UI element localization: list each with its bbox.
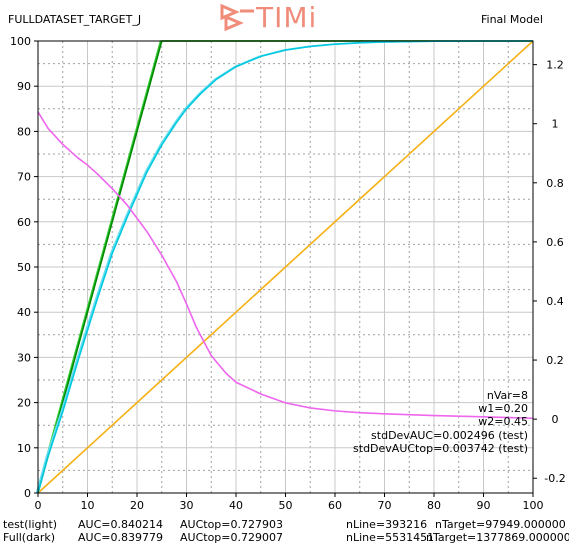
y-tick-label: 40 — [17, 306, 31, 319]
tick-labels: 0 10 20 30 40 50 60 70 80 90 100010203040506070809… — [10, 35, 566, 512]
logo-icon — [220, 3, 254, 32]
x-tick-label: 60 — [328, 499, 342, 512]
tick-marks — [34, 40, 537, 497]
footer-full-ntarget: nTarget=1377869.000000 — [426, 531, 569, 544]
y-tick-label: 20 — [17, 397, 31, 410]
chart-right-title: Final Model — [481, 13, 543, 26]
y-tick-label: 10 — [17, 442, 31, 455]
series-line-2 — [37, 40, 534, 494]
y-tick-label: 80 — [17, 125, 31, 138]
footer-full-nline: nLine=5531451 — [346, 531, 435, 544]
x-tick-label: 90 — [477, 499, 491, 512]
footer-test-ntarget: nTarget=97949.000000 — [435, 518, 566, 531]
series-line-4 — [37, 40, 533, 494]
y2-tick-label: 1.2 — [546, 59, 564, 72]
x-tick-label: 0 — [35, 499, 42, 512]
x-tick-label: 50 — [279, 499, 293, 512]
series-line-5 — [37, 111, 534, 420]
stat-stddev-auctop: stdDevAUCtop=0.003742 (test) — [353, 442, 528, 455]
timi-logo: TIMi — [220, 2, 317, 34]
y2-tick-label: 1 — [552, 118, 559, 131]
y2-tick-label: 0.4 — [546, 295, 564, 308]
x-tick-label: 70 — [378, 499, 392, 512]
y-tick-label: 0 — [24, 487, 31, 500]
y-tick-label: 100 — [10, 35, 31, 48]
x-tick-label: 10 — [81, 499, 95, 512]
grid-lines — [38, 41, 533, 493]
y-tick-label: 50 — [17, 261, 31, 274]
footer-test-auc: AUC=0.840214 — [78, 518, 163, 531]
y2-tick-label: -0.2 — [544, 472, 565, 485]
stat-w1: w1=0.20 — [478, 402, 528, 415]
stat-nvar: nVar=8 — [486, 389, 528, 402]
y-tick-label: 70 — [17, 171, 31, 184]
logo-text: TIMi — [256, 1, 318, 34]
y-tick-label: 30 — [17, 351, 31, 364]
x-tick-label: 80 — [427, 499, 441, 512]
footer-test-label: test(light) — [3, 518, 58, 531]
y-tick-label: 60 — [17, 216, 31, 229]
x-tick-label: 100 — [523, 499, 544, 512]
footer-full-label: Full(dark) — [3, 531, 56, 544]
y2-tick-label: 0.8 — [546, 177, 564, 190]
footer-full-auctop: AUCtop=0.729007 — [180, 531, 283, 544]
stat-w2: w2=0.45 — [478, 415, 528, 428]
y2-tick-label: 0.2 — [546, 354, 564, 367]
y2-tick-label: 0.6 — [546, 236, 564, 249]
footer-test-auctop: AUCtop=0.727903 — [180, 518, 283, 531]
footer-full-auc: AUC=0.839779 — [78, 531, 163, 544]
y-tick-label: 90 — [17, 80, 31, 93]
stat-stddev-auc: stdDevAUC=0.002496 (test) — [371, 429, 528, 442]
x-tick-label: 20 — [130, 499, 144, 512]
footer-test-nline: nLine=393216 — [346, 518, 428, 531]
x-tick-label: 30 — [180, 499, 194, 512]
chart-left-title: FULLDATASET_TARGET_J — [8, 13, 142, 26]
y2-tick-label: 0 — [552, 413, 559, 426]
x-tick-label: 40 — [229, 499, 243, 512]
